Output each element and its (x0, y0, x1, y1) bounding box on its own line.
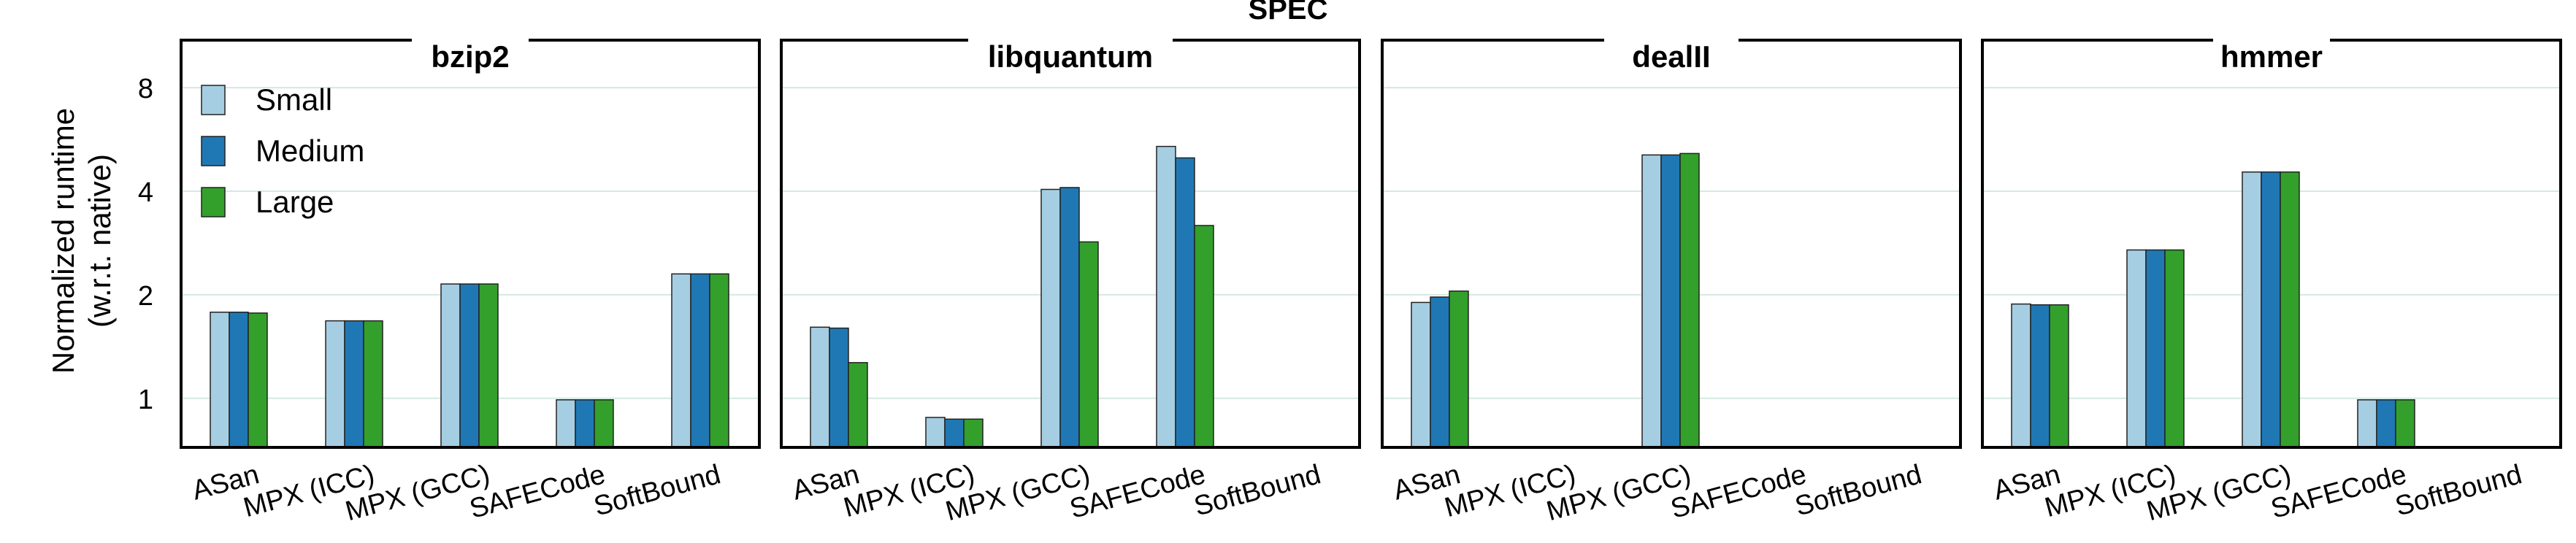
x-tick-label: SoftBound (591, 459, 724, 523)
bar-small (810, 326, 830, 448)
bar-large (478, 283, 499, 448)
bar-small (1411, 301, 1431, 448)
y-axis-label-secondary: (w.r.t. native) (83, 154, 117, 328)
bar-small (925, 417, 946, 448)
bar-small (1040, 188, 1061, 448)
bar-small (2242, 171, 2262, 448)
bar-small (556, 399, 576, 448)
y-tick-label: 2 (138, 281, 153, 312)
bar-medium (229, 312, 249, 448)
legend: Small Medium Large (201, 82, 364, 219)
panel-title: libquantum (988, 39, 1153, 74)
panel-title: dealII (1632, 39, 1710, 74)
bar-large (963, 418, 984, 448)
bar-large (1194, 225, 1214, 448)
bar-small (2357, 399, 2377, 448)
legend-swatch-medium (201, 136, 226, 166)
y-axis-label: Normalized runtime (46, 108, 80, 374)
x-tick-label: SoftBound (2392, 459, 2525, 523)
bar-medium (1430, 296, 1450, 448)
bar-large (1679, 153, 1700, 448)
bar-medium (1175, 157, 1195, 448)
legend-swatch-large (201, 187, 226, 217)
legend-label-small: Small (256, 82, 332, 117)
y-tick-label: 4 (138, 177, 153, 208)
bar-small (210, 312, 230, 448)
chart-title: SPEC (1249, 0, 1328, 26)
bar-large (363, 320, 383, 448)
bar-medium (2030, 304, 2050, 448)
x-tick-label: SoftBound (1792, 459, 1925, 523)
bar-small (440, 283, 461, 448)
bar-small (1156, 145, 1176, 448)
bar-small (1641, 154, 1662, 448)
bar-medium (2376, 399, 2396, 448)
bar-large (1078, 241, 1099, 448)
x-tick-label: SoftBound (1191, 459, 1324, 523)
panel-title-bg (2213, 37, 2330, 75)
bar-medium (2145, 249, 2166, 448)
bar-large (2049, 304, 2069, 448)
bar-large (2395, 399, 2415, 448)
bar-small (325, 320, 345, 448)
y-tick-label: 1 (138, 385, 153, 415)
legend-label-large: Large (256, 185, 334, 219)
bar-small (671, 273, 691, 448)
bar-large (2280, 171, 2300, 448)
panel-title: bzip2 (431, 39, 509, 74)
bar-medium (2261, 171, 2281, 448)
bar-large (2164, 249, 2185, 448)
bar-medium (459, 283, 480, 448)
bar-large (848, 362, 868, 448)
bar-medium (690, 273, 710, 448)
bar-small (2126, 249, 2147, 448)
bar-large (1449, 290, 1469, 448)
bar-small (2011, 303, 2031, 448)
bar-medium (829, 327, 849, 448)
y-tick-label: 8 (138, 74, 153, 104)
panel-title: hmmer (2220, 39, 2323, 74)
bar-medium (1059, 187, 1080, 448)
legend-swatch-small (201, 85, 226, 115)
bar-medium (1660, 154, 1681, 448)
panel-title-bg (1604, 37, 1739, 75)
bar-large (594, 399, 614, 448)
bar-large (248, 312, 268, 448)
legend-label-medium: Medium (256, 134, 364, 168)
panel-title-bg (412, 37, 529, 75)
panel-title-bg (968, 37, 1173, 75)
bar-medium (944, 418, 965, 448)
bar-medium (344, 320, 364, 448)
bar-medium (575, 399, 595, 448)
bar-large (709, 273, 729, 448)
